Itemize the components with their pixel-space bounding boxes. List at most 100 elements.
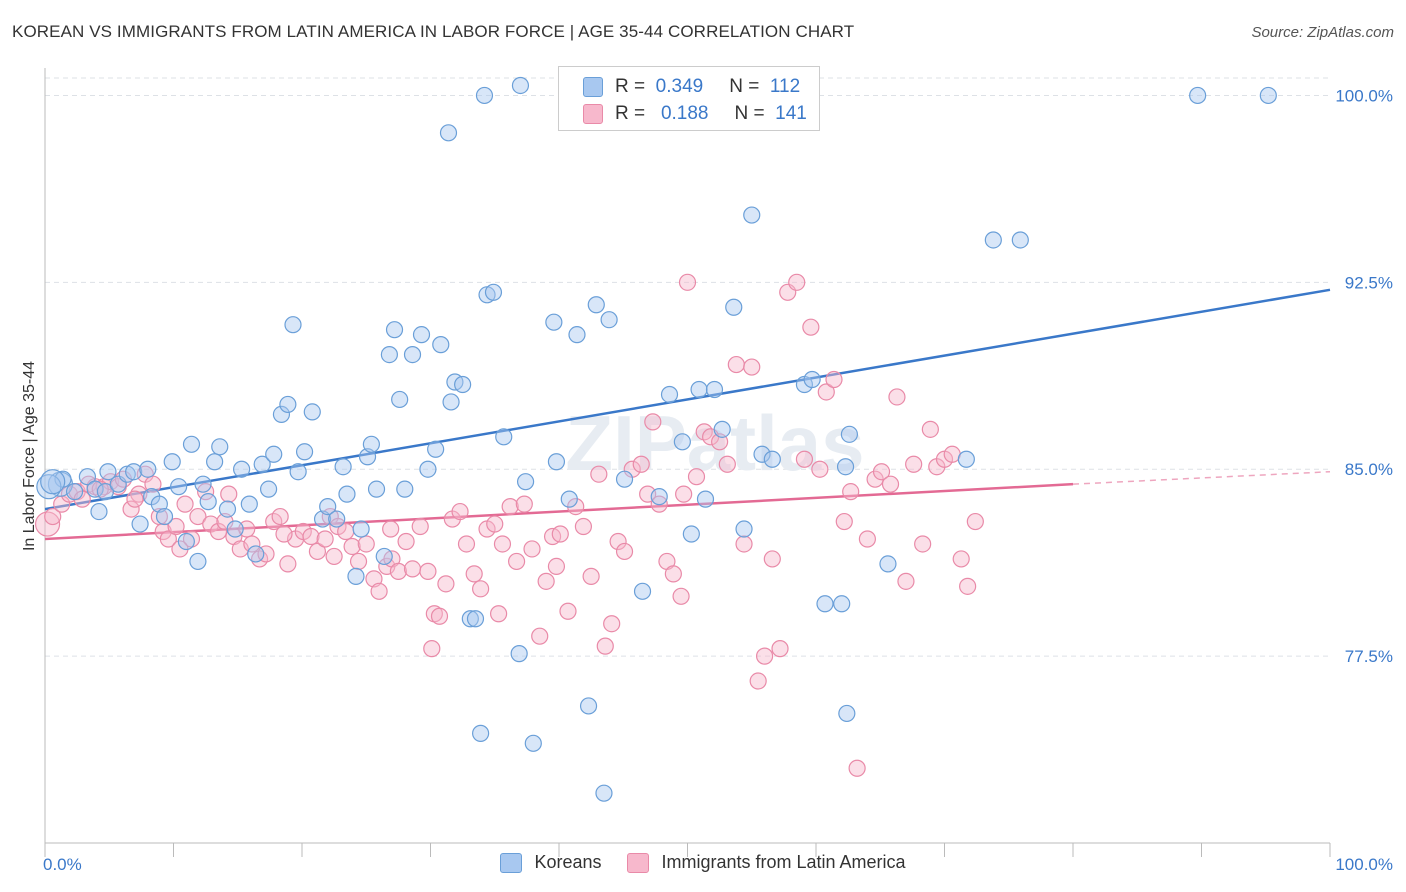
korean-point bbox=[1189, 86, 1207, 105]
korean-point bbox=[272, 405, 291, 424]
korean-point bbox=[516, 473, 535, 491]
grid-lines bbox=[45, 77, 1330, 657]
latin-america-point bbox=[590, 465, 608, 483]
korean-point bbox=[189, 552, 207, 571]
latin-america-point bbox=[596, 637, 614, 655]
korean-point bbox=[259, 480, 278, 498]
legend-label: Koreans bbox=[534, 852, 602, 872]
latin-america-point bbox=[144, 475, 162, 493]
korean-trend-line bbox=[44, 288, 1331, 511]
latin-america-point bbox=[44, 507, 62, 526]
latin-america-point bbox=[551, 525, 569, 543]
latin-america-point bbox=[872, 463, 891, 481]
korean-point bbox=[391, 390, 409, 409]
latin-america-point bbox=[897, 572, 915, 590]
latin-america-point bbox=[672, 587, 690, 605]
korean-point bbox=[690, 380, 708, 399]
korean-point bbox=[289, 463, 307, 481]
series-legend: Koreans Immigrants from Latin America bbox=[0, 852, 1406, 873]
korean-point bbox=[472, 724, 490, 742]
korean-point bbox=[753, 445, 771, 463]
korean-point bbox=[78, 468, 97, 486]
latin-america-point bbox=[858, 530, 877, 548]
korean-point bbox=[170, 478, 188, 496]
korean-point bbox=[484, 283, 503, 301]
latin-america-point bbox=[271, 507, 289, 526]
latin-america-point bbox=[316, 530, 334, 548]
korean-point bbox=[524, 734, 542, 752]
korean-points bbox=[36, 76, 1277, 802]
latin-america-point bbox=[743, 358, 761, 376]
latin-america-point bbox=[788, 273, 806, 291]
latin-america-point bbox=[687, 468, 706, 486]
korean-point bbox=[454, 375, 472, 394]
latin-america-point bbox=[325, 547, 343, 566]
latin-america-point bbox=[718, 455, 736, 473]
latin-america-point bbox=[243, 535, 261, 553]
korean-point bbox=[511, 76, 530, 95]
korean-point bbox=[957, 450, 975, 468]
latin-america-point bbox=[966, 512, 984, 531]
latin-america-point bbox=[848, 759, 866, 777]
korean-point bbox=[547, 453, 566, 471]
latin-america-point bbox=[547, 557, 566, 576]
korean-point bbox=[633, 582, 652, 600]
korean-point bbox=[303, 403, 321, 421]
korean-point bbox=[1259, 86, 1277, 105]
korean-point bbox=[466, 610, 485, 628]
latin-america-points bbox=[34, 273, 984, 777]
latin-america-point bbox=[437, 575, 455, 593]
koreans-swatch bbox=[583, 77, 603, 97]
koreans-swatch bbox=[500, 852, 523, 873]
korean-point bbox=[131, 515, 149, 533]
correlation-legend: R = 0.349 N = 112 R = 0.188 N = 141 bbox=[558, 66, 820, 131]
korean-point bbox=[352, 520, 370, 538]
latin-america-point bbox=[559, 602, 577, 620]
latin-swatch bbox=[627, 852, 650, 873]
latin-america-point bbox=[126, 490, 144, 508]
korean-point bbox=[984, 231, 1002, 249]
y-tick-label: 92.5% bbox=[1345, 273, 1393, 292]
korean-point bbox=[182, 435, 201, 453]
latin-america-point bbox=[34, 511, 61, 537]
latin-america-point bbox=[735, 535, 753, 553]
latin-america-point bbox=[914, 535, 932, 553]
korean-point bbox=[347, 567, 365, 585]
korean-point bbox=[560, 490, 578, 508]
n-label: N = bbox=[729, 76, 760, 97]
latin-america-point bbox=[531, 627, 549, 645]
latin-america-point bbox=[167, 517, 185, 536]
korean-point bbox=[412, 326, 431, 344]
korean-point bbox=[682, 525, 700, 543]
latin-america-point bbox=[472, 580, 490, 598]
latin-america-point bbox=[881, 475, 900, 493]
latin-america-point bbox=[423, 640, 441, 658]
legend-item-koreans: Koreans bbox=[500, 852, 601, 873]
latin-america-point bbox=[825, 370, 843, 389]
korean-point bbox=[587, 296, 605, 314]
latin-america-point bbox=[419, 562, 437, 580]
korean-point bbox=[396, 480, 414, 498]
latin-america-point bbox=[644, 413, 662, 431]
korean-point bbox=[295, 443, 314, 461]
latin-america-point bbox=[490, 605, 508, 623]
r-label: R = bbox=[615, 103, 646, 124]
latin-america-point bbox=[615, 542, 634, 561]
latin-america-point bbox=[370, 582, 388, 600]
korean-point bbox=[253, 455, 271, 473]
latin-america-point bbox=[678, 273, 697, 291]
legend-row-latin: R = 0.188 N = 141 bbox=[583, 101, 807, 127]
latin-america-point bbox=[486, 515, 504, 533]
korean-point bbox=[439, 124, 458, 142]
latin-america-point bbox=[959, 577, 977, 595]
korean-point bbox=[279, 395, 297, 414]
korean-point bbox=[155, 507, 174, 526]
korean-point bbox=[600, 311, 618, 329]
korean-point bbox=[211, 438, 229, 456]
korean-point bbox=[247, 545, 265, 563]
latin-america-point bbox=[888, 388, 906, 406]
x-tick-label: 0.0% bbox=[43, 855, 82, 874]
korean-point bbox=[375, 547, 393, 566]
korean-point bbox=[461, 610, 479, 628]
